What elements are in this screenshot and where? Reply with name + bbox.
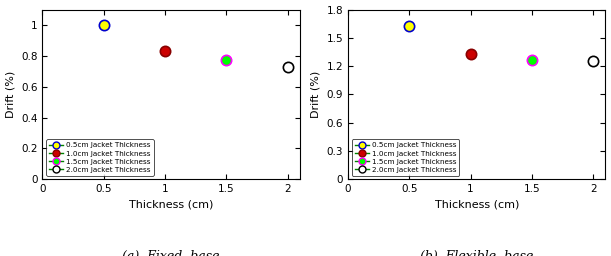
X-axis label: Thickness (cm): Thickness (cm) — [129, 200, 213, 210]
Point — [588, 59, 598, 63]
Point — [99, 23, 109, 27]
Y-axis label: Drift (%): Drift (%) — [311, 71, 321, 118]
Point — [466, 52, 475, 56]
Legend: 0.5cm Jacket Thickness, 1.0cm Jacket Thickness, 1.5cm Jacket Thickness, 2.0cm Ja: 0.5cm Jacket Thickness, 1.0cm Jacket Thi… — [46, 139, 154, 176]
Point — [283, 65, 293, 69]
Text: (a)  Fixed  base: (a) Fixed base — [122, 250, 220, 256]
Legend: 0.5cm Jacket Thickness, 1.0cm Jacket Thickness, 1.5cm Jacket Thickness, 2.0cm Ja: 0.5cm Jacket Thickness, 1.0cm Jacket Thi… — [352, 139, 459, 176]
Point — [404, 24, 414, 28]
Point — [527, 57, 537, 61]
Point — [160, 49, 170, 53]
Text: (b)  Flexible  base: (b) Flexible base — [420, 250, 533, 256]
Y-axis label: Drift (%): Drift (%) — [5, 71, 15, 118]
Point — [221, 58, 231, 62]
X-axis label: Thickness (cm): Thickness (cm) — [434, 200, 519, 210]
